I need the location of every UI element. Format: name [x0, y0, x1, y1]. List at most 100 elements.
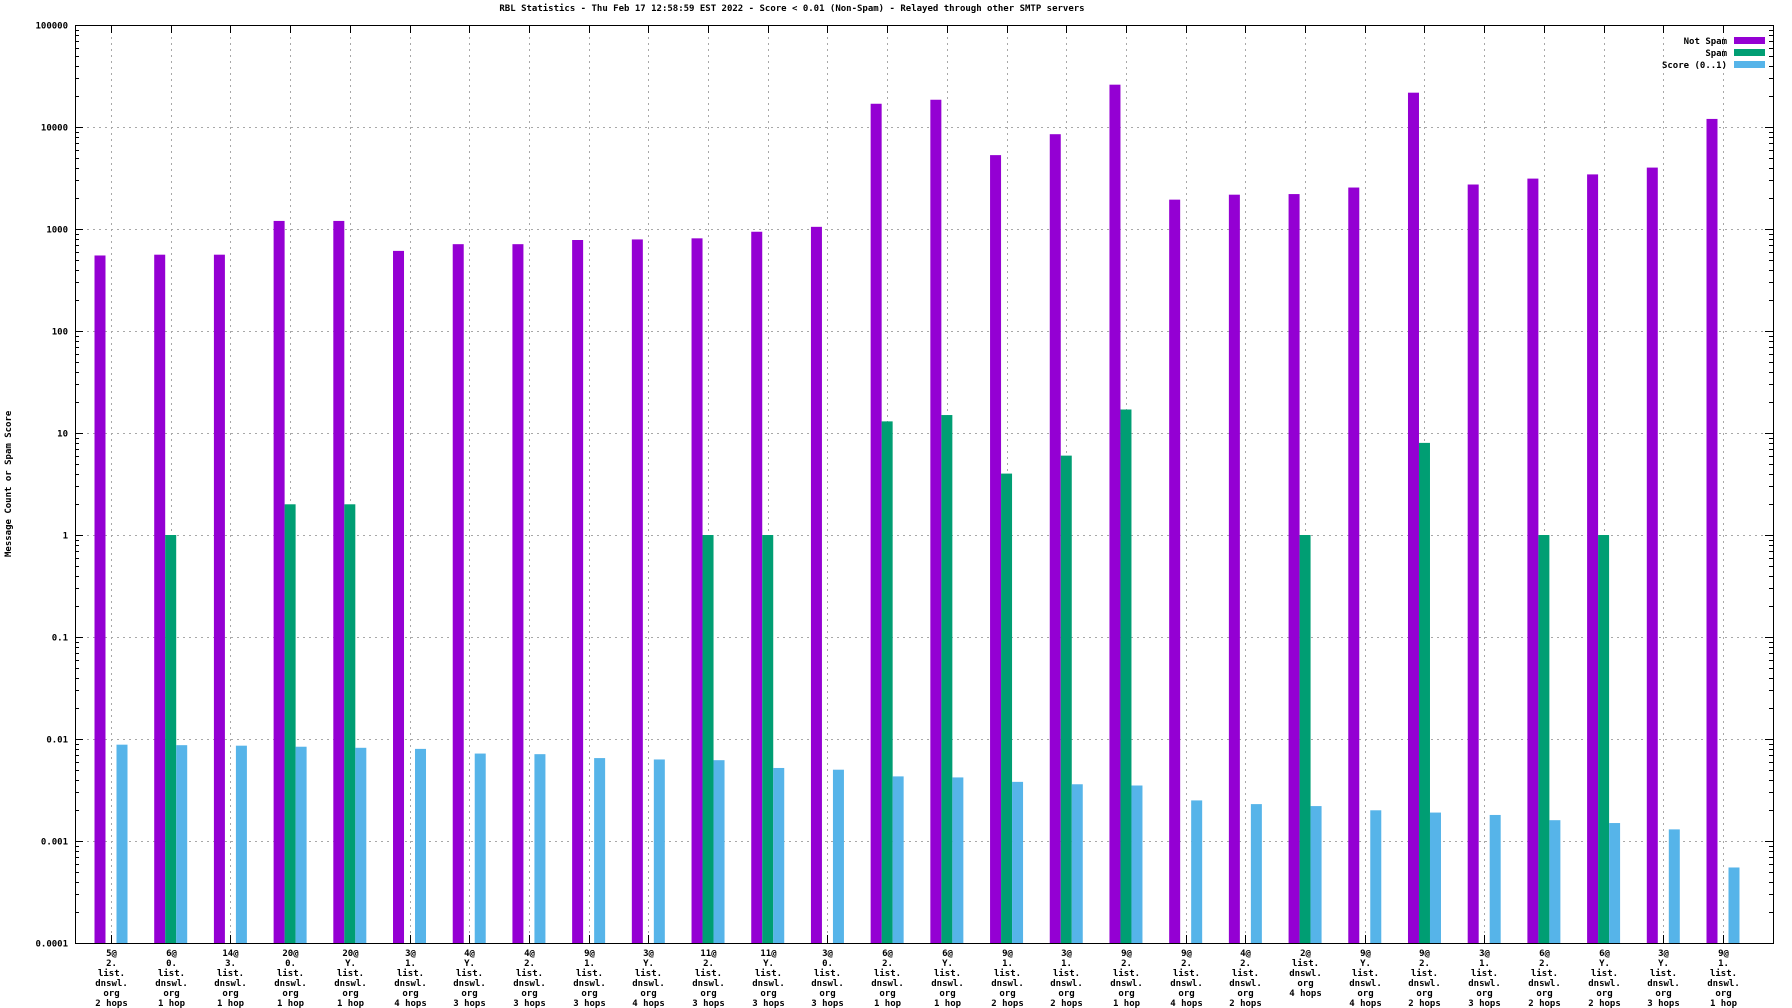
bar-spam-14	[881, 421, 893, 943]
bar-not-spam-25	[1527, 178, 1539, 943]
bar-score-0-1-10	[653, 759, 665, 943]
bar-not-spam-5	[333, 220, 345, 943]
x-tick-label: 9@ 1. list. dnswl. org 1 hop	[1707, 949, 1740, 1008]
bar-score-0-1-17	[1071, 784, 1083, 943]
x-tick-label: 3@ 1. list. dnswl. org 2 hops	[1050, 949, 1083, 1008]
y-tick-label: 0.0001	[35, 940, 68, 950]
x-tick-label: 9@ 1. list. dnswl. org 2 hops	[991, 949, 1024, 1008]
bar-not-spam-10	[631, 239, 643, 944]
bar-not-spam-14	[870, 103, 882, 943]
chart-title: RBL Statistics - Thu Feb 17 12:58:59 EST…	[499, 4, 1085, 14]
bar-score-0-1-20	[1250, 804, 1262, 943]
x-tick-label: 3@ 1. list. dnswl. org 4 hops	[394, 949, 427, 1008]
bar-not-spam-19	[1169, 199, 1181, 943]
bar-not-spam-7	[452, 244, 464, 944]
bar-not-spam-8	[512, 244, 524, 944]
x-tick-label: 6@ Y. list. dnswl. org 1 hop	[931, 949, 964, 1008]
bar-spam-16	[1001, 473, 1013, 943]
bar-score-0-1-6	[415, 748, 427, 943]
x-tick-label: 9@ 1. list. dnswl. org 3 hops	[573, 949, 606, 1008]
bar-score-0-1-21	[1310, 806, 1322, 943]
bar-score-0-1-3	[235, 745, 247, 943]
bar-not-spam-12	[751, 231, 763, 943]
bar-spam-4	[284, 504, 296, 943]
x-tick-label: 3@ Y. list. dnswl. org 4 hops	[632, 949, 665, 1008]
bar-not-spam-24	[1467, 184, 1479, 943]
y-tick-label: 100000	[35, 22, 68, 32]
bar-spam-23	[1418, 442, 1430, 943]
legend-swatch	[1734, 61, 1765, 68]
y-tick-label: 0.1	[52, 634, 68, 644]
bar-score-0-1-25	[1549, 820, 1561, 943]
bar-score-0-1-16	[1012, 781, 1024, 943]
bar-score-0-1-12	[773, 767, 785, 943]
bar-score-0-1-9	[594, 758, 606, 943]
y-tick-label: 0.001	[41, 838, 68, 848]
bar-score-0-1-1	[116, 744, 128, 943]
bar-not-spam-23	[1407, 92, 1419, 944]
x-tick-label: 9@ 2. list. dnswl. org 2 hops	[1408, 949, 1441, 1008]
bar-not-spam-28	[1706, 118, 1718, 943]
bar-score-0-1-11	[713, 760, 725, 943]
bar-score-0-1-28	[1728, 867, 1740, 943]
bar-not-spam-20	[1228, 194, 1240, 944]
legend-label: Spam	[1705, 49, 1727, 59]
bar-score-0-1-8	[534, 754, 546, 943]
x-tick-label: 4@ Y. list. dnswl. org 3 hops	[453, 949, 486, 1008]
bar-score-0-1-7	[474, 753, 486, 943]
bar-spam-5	[344, 504, 356, 943]
bar-not-spam-21	[1288, 194, 1300, 944]
x-tick-label: 11@ 2. list. dnswl. org 3 hops	[692, 949, 725, 1008]
bar-not-spam-6	[393, 250, 405, 943]
bar-score-0-1-14	[892, 776, 904, 943]
bar-not-spam-18	[1109, 84, 1121, 943]
x-tick-label: 3@ Y. list. dnswl. org 3 hops	[1647, 949, 1680, 1008]
bar-spam-15	[941, 415, 953, 943]
x-tick-label: 9@ 2. list. dnswl. org 1 hop	[1110, 949, 1143, 1008]
x-tick-label: 20@ Y. list. dnswl. org 1 hop	[334, 949, 367, 1008]
x-tick-label: 6@ Y. list. dnswl. org 2 hops	[1588, 949, 1621, 1008]
x-tick-label: 14@ 3. list. dnswl. org 1 hop	[214, 949, 247, 1008]
bar-spam-17	[1060, 455, 1072, 943]
bar-not-spam-26	[1587, 174, 1599, 943]
x-tick-label: 3@ 1. list. dnswl. org 3 hops	[1468, 949, 1501, 1008]
bar-not-spam-2	[154, 254, 166, 943]
bar-score-0-1-23	[1429, 812, 1441, 943]
bar-not-spam-15	[930, 99, 942, 944]
bar-score-0-1-2	[176, 745, 188, 943]
plot-border	[75, 25, 1774, 944]
bar-spam-18	[1120, 409, 1132, 943]
x-tick-label: 20@ 0. list. dnswl. org 1 hop	[274, 949, 307, 1008]
x-tick-label: 6@ 2. list. dnswl. org 1 hop	[871, 949, 904, 1008]
bar-score-0-1-19	[1191, 800, 1203, 943]
x-tick-label: 6@ 0. list. dnswl. org 1 hop	[155, 949, 188, 1008]
x-tick-label: 11@ Y. list. dnswl. org 3 hops	[752, 949, 785, 1008]
bar-score-0-1-4	[295, 746, 307, 943]
x-tick-label: 9@ 2. list. dnswl. org 4 hops	[1170, 949, 1203, 1008]
y-tick-label: 10	[57, 430, 68, 440]
bar-not-spam-1	[94, 255, 106, 943]
x-tick-label: 3@ 0. list. dnswl. org 3 hops	[811, 949, 844, 1008]
bar-spam-2	[165, 535, 177, 943]
legend-label: Not Spam	[1684, 37, 1728, 47]
bar-not-spam-3	[213, 254, 225, 943]
x-tick-label: 6@ 2. list. dnswl. org 2 hops	[1528, 949, 1561, 1008]
y-tick-label: 0.01	[46, 736, 68, 746]
bar-spam-11	[702, 535, 714, 943]
bar-score-0-1-18	[1131, 785, 1143, 943]
bar-score-0-1-22	[1370, 810, 1382, 943]
bar-score-0-1-24	[1489, 814, 1501, 943]
bar-not-spam-22	[1348, 187, 1360, 943]
bar-score-0-1-13	[832, 769, 844, 943]
x-tick-label: 5@ 2. list. dnswl. org 2 hops	[95, 949, 128, 1008]
bar-not-spam-13	[810, 226, 822, 943]
y-tick-label: 1	[63, 532, 68, 542]
bar-not-spam-4	[273, 220, 285, 943]
bar-score-0-1-27	[1668, 829, 1680, 943]
bar-not-spam-27	[1646, 167, 1658, 944]
bar-spam-12	[762, 535, 774, 943]
bar-not-spam-9	[572, 240, 584, 943]
y-tick-label: 1000	[46, 226, 68, 236]
